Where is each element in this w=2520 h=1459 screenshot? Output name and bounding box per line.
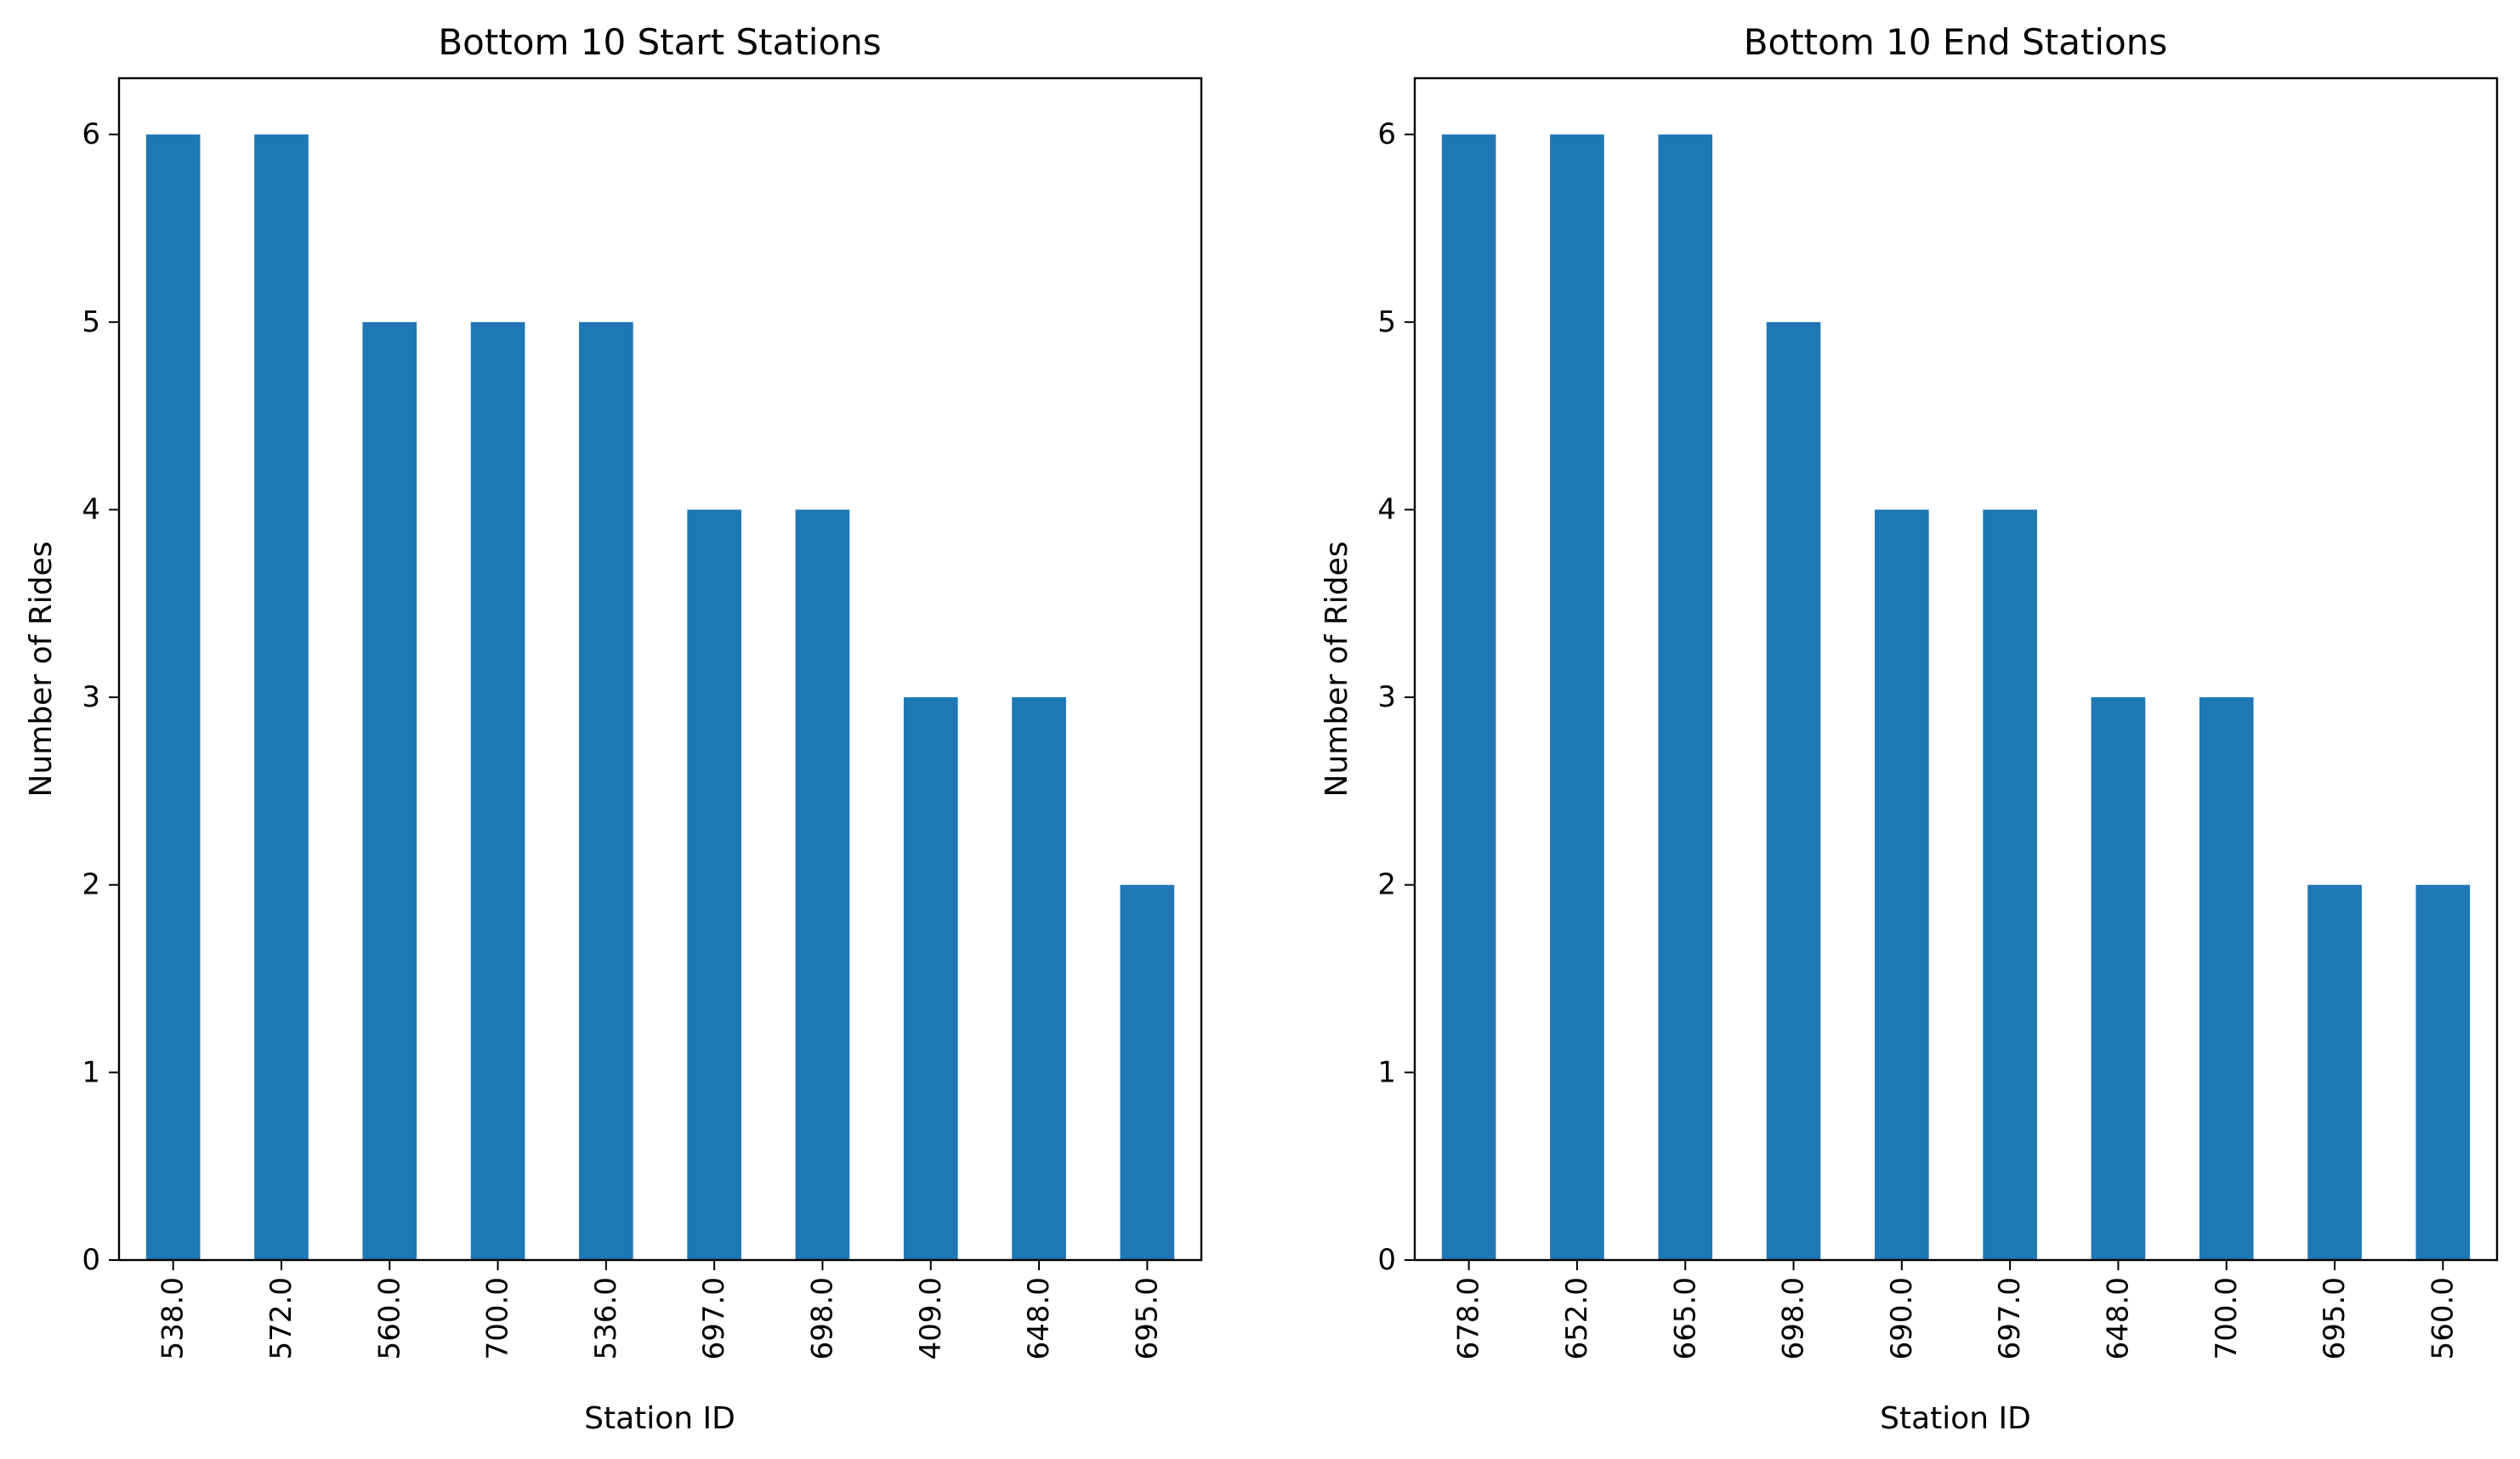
x-tick-label: 409.0 (914, 1277, 948, 1360)
x-tick-label: 665.0 (1668, 1277, 1702, 1360)
bar-690.0 (1875, 509, 1929, 1260)
x-tick-label: 698.0 (1777, 1277, 1811, 1360)
bar-695.0 (1120, 884, 1175, 1260)
y-tick-label: 1 (82, 1055, 100, 1089)
x-tick-label: 690.0 (1885, 1277, 1919, 1360)
bar-536.0 (579, 321, 633, 1260)
x-axis: 678.0 652.0 665.0 698.0 690.0 697.0 648.0 700.0… (1452, 1260, 2460, 1360)
plot-frame (117, 77, 1203, 1262)
x-tick-label: 648.0 (2101, 1277, 2135, 1360)
y-tick-label: 6 (82, 117, 100, 151)
x-tick-label: 572.0 (264, 1277, 298, 1360)
x-tick-label: 698.0 (805, 1277, 839, 1360)
y-tick-label: 5 (1377, 305, 1396, 339)
bar-648.0 (2091, 697, 2146, 1260)
x-tick-label: 648.0 (1022, 1277, 1056, 1360)
x-tick-label: 700.0 (2210, 1277, 2244, 1360)
y-tick-label: 2 (1377, 868, 1396, 902)
y-tick-label: 1 (1377, 1055, 1396, 1089)
chart-start-stations: Bottom 10 Start Stations 0 1 2 3 4 5 6 538.0 57… (24, 21, 1203, 1436)
x-tick-label: 697.0 (697, 1277, 731, 1360)
y-tick-label: 3 (82, 680, 100, 714)
bar-697.0 (1983, 509, 2037, 1260)
bar-648.0 (1012, 697, 1066, 1260)
bar-560.0 (2415, 884, 2471, 1260)
y-axis-label: Number of Rides (24, 542, 59, 798)
x-axis-label: Station ID (1880, 1401, 2031, 1436)
y-tick-label: 6 (1377, 117, 1396, 151)
y-axis: 0 1 2 3 4 5 6 (1377, 117, 1415, 1277)
bars-group (1441, 134, 2471, 1261)
bar-572.0 (254, 134, 309, 1261)
x-tick-label: 652.0 (1560, 1277, 1594, 1360)
x-tick-label: 560.0 (2426, 1277, 2460, 1360)
x-tick-label: 560.0 (372, 1277, 406, 1360)
y-tick-label: 0 (1377, 1243, 1396, 1277)
x-tick-label: 700.0 (481, 1277, 515, 1360)
chart-title: Bottom 10 Start Stations (438, 21, 881, 63)
x-tick-label: 678.0 (1452, 1277, 1486, 1360)
x-tick-label: 697.0 (1993, 1277, 2027, 1360)
bar-698.0 (795, 509, 850, 1260)
bar-700.0 (2199, 697, 2254, 1260)
y-axis: 0 1 2 3 4 5 6 (82, 117, 119, 1277)
y-tick-label: 0 (82, 1243, 100, 1277)
bars-group (145, 134, 1175, 1261)
y-tick-label: 2 (82, 868, 100, 902)
bar-697.0 (687, 509, 741, 1260)
x-axis-label: Station ID (584, 1401, 735, 1436)
plot-frame (1413, 77, 2499, 1262)
x-tick-label: 538.0 (156, 1277, 190, 1360)
x-tick-label: 695.0 (1130, 1277, 1164, 1360)
y-tick-label: 5 (82, 305, 100, 339)
y-tick-label: 4 (82, 492, 100, 526)
y-tick-label: 4 (1377, 492, 1396, 526)
bar-698.0 (1766, 321, 1821, 1260)
bar-560.0 (362, 321, 417, 1260)
y-axis-label: Number of Rides (1320, 542, 1354, 798)
bar-538.0 (145, 134, 201, 1261)
x-tick-label: 695.0 (2318, 1277, 2352, 1360)
chart-end-stations: Bottom 10 End Stations 0 1 2 3 4 5 6 678.0 652.… (1320, 21, 2499, 1436)
y-tick-label: 3 (1377, 680, 1396, 714)
bar-409.0 (903, 697, 958, 1260)
bar-652.0 (1550, 134, 1604, 1261)
chart-title: Bottom 10 End Stations (1744, 21, 2168, 63)
x-tick-label: 536.0 (589, 1277, 623, 1360)
bar-695.0 (2307, 884, 2362, 1260)
bar-678.0 (1441, 134, 1496, 1261)
bar-665.0 (1658, 134, 1713, 1261)
x-axis: 538.0 572.0 560.0 700.0 536.0 697.0 698.0 409.0… (156, 1260, 1164, 1360)
bar-700.0 (470, 321, 525, 1260)
